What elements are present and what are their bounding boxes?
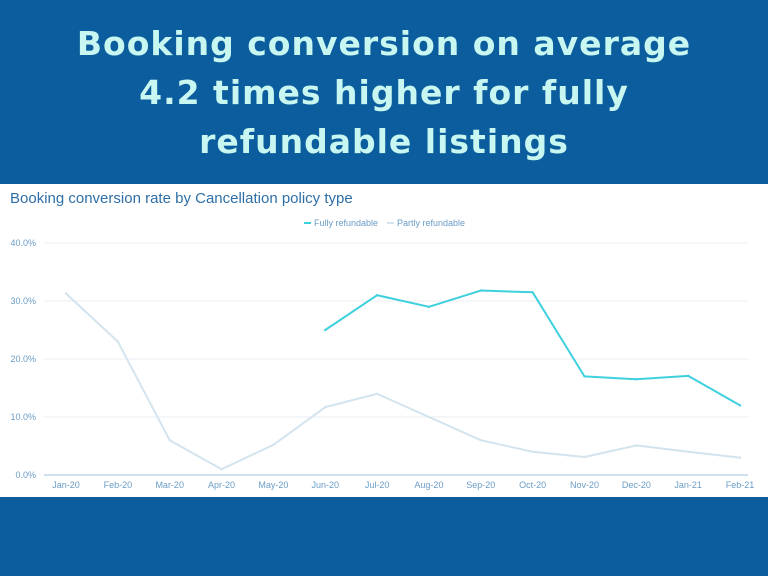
- x-tick-label: Jul-20: [365, 480, 390, 490]
- data-point: [479, 439, 482, 442]
- y-tick-label: 20.0%: [10, 354, 36, 364]
- x-tick-label: Jan-20: [52, 480, 80, 490]
- data-point: [687, 450, 690, 453]
- data-point: [324, 405, 327, 409]
- x-tick-label: Mar-20: [155, 480, 184, 490]
- data-point: [427, 415, 431, 419]
- x-tick-label: Nov-20: [570, 480, 599, 490]
- data-point: [583, 455, 586, 459]
- y-tick-label: 0.0%: [15, 470, 36, 480]
- data-point: [375, 294, 379, 297]
- x-tick-label: Apr-20: [208, 480, 235, 490]
- x-tick-label: Feb-21: [726, 480, 755, 490]
- series-line-partly-refundable: [65, 292, 741, 471]
- data-point: [220, 468, 223, 471]
- data-point: [479, 289, 482, 292]
- chart-card: Booking conversion rate by Cancellation …: [0, 184, 768, 497]
- headline: Booking conversion on average 4.2 times …: [0, 0, 768, 184]
- x-tick-label: Dec-20: [622, 480, 651, 490]
- x-tick-label: Feb-20: [104, 480, 133, 490]
- data-point: [583, 375, 586, 378]
- data-point: [531, 291, 534, 294]
- x-tick-label: Sep-20: [466, 480, 495, 490]
- line-chart: 0.0% 10.0% 20.0% 30.0% 40.0% Jan-20 Feb-20 Mar-…: [10, 218, 755, 490]
- data-point: [324, 328, 327, 332]
- data-point: [635, 444, 638, 447]
- data-point: [531, 450, 534, 453]
- data-point: [687, 374, 690, 378]
- data-point: [272, 443, 275, 447]
- data-point: [635, 378, 638, 381]
- data-point: [168, 439, 171, 442]
- data-point: [427, 305, 431, 308]
- x-tick-label: Oct-20: [519, 480, 546, 490]
- x-tick-label: Jan-21: [674, 480, 702, 490]
- legend-fully-refundable: Fully refundable: [314, 218, 378, 228]
- headline-text: Booking conversion on average 4.2 times …: [76, 23, 692, 161]
- data-point: [116, 340, 120, 343]
- x-tick-label: Jun-20: [311, 480, 339, 490]
- chart-title: Booking conversion rate by Cancellation …: [10, 190, 353, 207]
- series-line-fully-refundable: [324, 289, 741, 407]
- y-tick-label: 30.0%: [10, 296, 36, 306]
- y-tick-label: 10.0%: [10, 412, 36, 422]
- data-point: [738, 404, 742, 407]
- y-tick-label: 40.0%: [10, 238, 36, 248]
- data-point: [64, 292, 68, 295]
- data-point: [738, 456, 742, 459]
- x-tick-label: Aug-20: [414, 480, 443, 490]
- x-tick-label: May-20: [258, 480, 288, 490]
- legend-partly-refundable: Partly refundable: [397, 218, 465, 228]
- data-point: [375, 392, 379, 395]
